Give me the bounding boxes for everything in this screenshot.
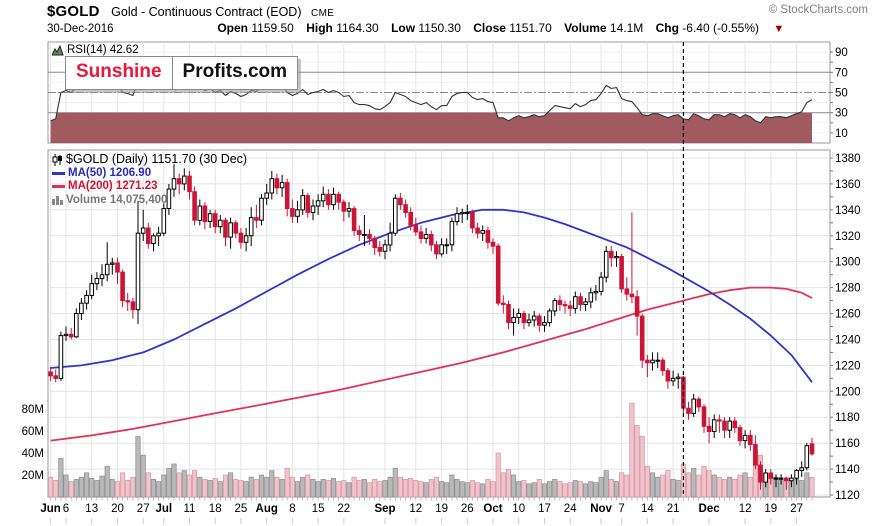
svg-text:27: 27 [790,503,803,515]
svg-text:60M: 60M [22,426,44,438]
svg-text:22: 22 [337,503,350,515]
svg-text:11: 11 [184,503,196,515]
axis-labels-layer: 1120114011601180120012201240126012801300… [22,47,861,524]
svg-text:12: 12 [409,503,422,515]
svg-text:7: 7 [618,503,624,515]
svg-text:27: 27 [137,503,150,515]
legend-ma50: MA(50) 1206.90 [68,166,152,179]
svg-text:1320: 1320 [835,231,861,243]
rsi-indicator-label: RSI(14) 42.62 [52,44,139,56]
svg-text:26: 26 [461,503,474,515]
quote-date: 30-Dec-2016 [47,23,114,35]
svg-text:14: 14 [641,503,654,515]
svg-text:1180: 1180 [835,412,860,424]
quote-open: Open 1159.50 [217,21,294,35]
svg-text:8: 8 [289,503,295,515]
quote-row: 30-Dec-2016 Open 1159.50 High 1164.30 Lo… [47,21,784,35]
svg-text:50: 50 [835,88,848,100]
panel-backgrounds [47,41,831,498]
svg-text:1300: 1300 [835,257,861,269]
svg-text:25: 25 [235,503,248,515]
svg-text:Oct: Oct [483,503,502,515]
svg-text:1360: 1360 [835,179,861,191]
quote-change: Chg -6.40 (-0.55%) [655,21,759,35]
svg-text:Aug: Aug [256,503,278,515]
svg-text:1160: 1160 [835,438,860,450]
copyright-label: © StockCharts.com [768,4,868,16]
svg-text:40M: 40M [22,448,44,460]
svg-text:30: 30 [835,108,848,120]
legend-ma200: MA(200) 1271.23 [68,180,158,192]
main-chart-legend: $GOLD (Daily) 1151.70 (30 Dec) MA(50) 12… [52,152,248,208]
svg-text:20: 20 [111,503,124,515]
rsi-chart-icon [52,44,64,55]
volume-layer [48,403,815,498]
legend-title: $GOLD (Daily) 1151.70 (30 Dec) [66,152,248,166]
svg-text:Sep: Sep [374,503,395,515]
quote-volume: Volume 14.1M [564,21,644,35]
svg-text:1120: 1120 [835,490,860,502]
legend-title-row: $GOLD (Daily) 1151.70 (30 Dec) [52,152,248,167]
quote-low: Low 1150.30 [391,21,461,35]
svg-text:Dec: Dec [699,503,721,515]
svg-text:1260: 1260 [835,309,861,321]
candlestick-icon [52,153,62,166]
legend-volume: Volume 14,075,400 [66,193,168,206]
svg-text:80M: 80M [22,404,44,416]
chg-dropdown-arrow-icon[interactable]: ▼ [773,23,785,35]
svg-text:90: 90 [835,47,848,59]
svg-text:1280: 1280 [835,283,861,295]
volume-bars-icon [52,196,63,206]
logo-sunshine: Sunshine [65,56,173,90]
svg-text:6: 6 [63,503,69,515]
svg-text:13: 13 [85,503,98,515]
svg-text:Nov: Nov [590,503,612,515]
svg-text:1220: 1220 [835,360,861,372]
svg-text:70: 70 [835,67,848,79]
svg-text:1140: 1140 [835,464,860,476]
instrument-name: Gold - Continuous Contract (EOD) [111,5,302,19]
chart-header: $GOLD Gold - Continuous Contract (EOD) C… [47,3,334,21]
candles-layer [48,164,815,490]
sunshine-profits-logo: Sunshine Profits.com [65,56,299,90]
svg-text:17: 17 [538,503,551,515]
ma200-swatch [52,185,65,189]
legend-volume-row: Volume 14,075,400 [52,194,247,208]
ma-lines-layer [50,208,813,442]
svg-text:24: 24 [564,503,577,515]
legend-ma50-row: MA(50) 1206.90 [52,167,247,181]
legend-ma200-row: MA(200) 1271.23 [52,180,247,194]
quote-close: Close 1151.70 [473,21,552,35]
svg-text:20M: 20M [22,470,44,482]
svg-text:12: 12 [739,503,752,515]
svg-text:19: 19 [435,503,448,515]
quote-high: High 1164.30 [306,21,379,35]
exchange-label: CME [310,8,335,19]
svg-text:1340: 1340 [835,205,861,217]
svg-text:1240: 1240 [835,334,861,346]
svg-text:18: 18 [209,503,222,515]
svg-text:19: 19 [764,503,777,515]
logo-profits: Profits.com [171,56,299,90]
svg-text:Jul: Jul [155,503,172,515]
svg-text:Jun: Jun [40,503,60,515]
svg-text:21: 21 [667,503,680,515]
svg-text:1200: 1200 [835,386,861,398]
svg-text:15: 15 [312,503,325,515]
svg-text:10: 10 [835,128,848,140]
svg-text:10: 10 [512,503,525,515]
svg-text:1380: 1380 [835,153,861,165]
ma50-swatch [52,171,65,175]
symbol-label: $GOLD [47,3,100,20]
